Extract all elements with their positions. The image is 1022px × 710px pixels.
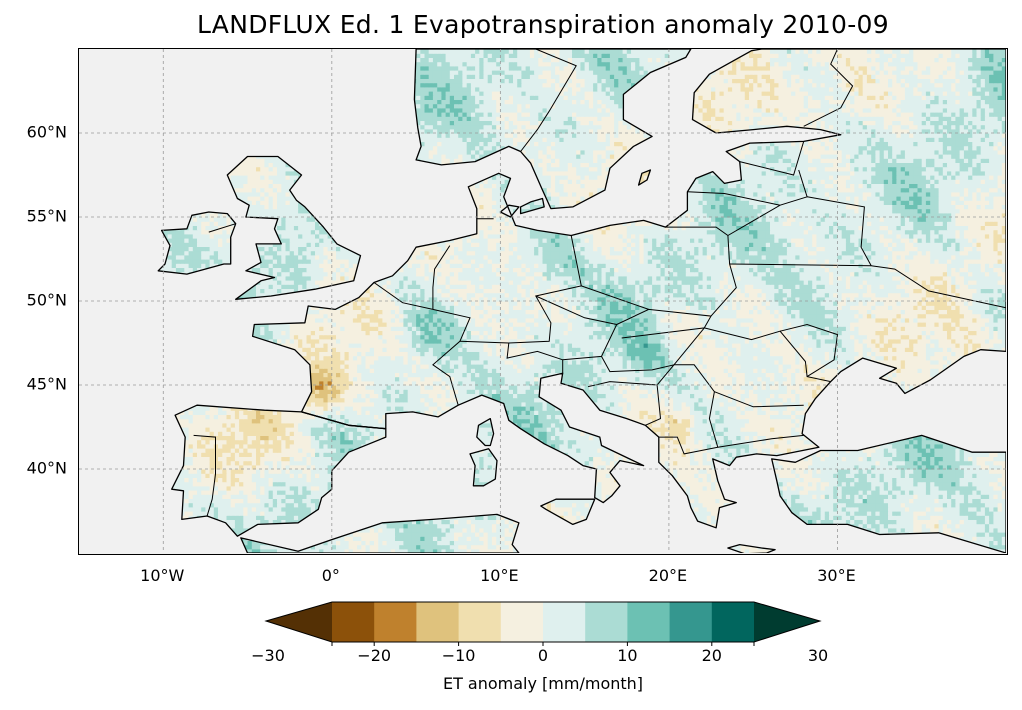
country-border bbox=[301, 411, 386, 430]
coastline-corsica bbox=[476, 417, 495, 447]
colorbar-segment bbox=[332, 602, 375, 642]
map-panel bbox=[78, 48, 1008, 555]
country-border bbox=[656, 364, 719, 455]
colorbar-label: ET anomaly [mm/month] bbox=[443, 674, 643, 693]
colorbar-tick-label: −20 bbox=[357, 646, 391, 665]
country-border bbox=[729, 263, 1006, 309]
map-canvas bbox=[79, 49, 1006, 553]
colorbar-segment bbox=[585, 602, 628, 642]
colorbar-segment bbox=[669, 602, 713, 642]
country-border bbox=[717, 434, 804, 448]
colorbar-tick-label: 20 bbox=[702, 646, 722, 665]
latitude-label: 50°N bbox=[27, 291, 67, 310]
colorbar bbox=[264, 601, 822, 646]
country-border bbox=[665, 226, 737, 317]
country-border bbox=[581, 285, 649, 310]
country-border bbox=[779, 323, 839, 378]
colorbar-tick-label: 0 bbox=[538, 646, 548, 665]
country-border bbox=[520, 49, 577, 152]
colorbar-segment bbox=[374, 602, 417, 642]
country-border bbox=[506, 295, 618, 361]
colorbar-segment bbox=[500, 602, 544, 642]
latitude-label: 55°N bbox=[27, 207, 67, 226]
coastline-baltic_isl bbox=[637, 169, 652, 186]
colorbar-tick-label: 30 bbox=[808, 646, 828, 665]
colorbar-segment bbox=[416, 602, 460, 642]
coastline-sardinia bbox=[469, 448, 498, 487]
colorbar-tick-label: 10 bbox=[617, 646, 637, 665]
country-border bbox=[208, 223, 236, 233]
latitude-label: 60°N bbox=[27, 123, 67, 142]
latitude-label: 40°N bbox=[27, 459, 67, 478]
coastline-mainland bbox=[251, 49, 1006, 529]
coastline-sicily bbox=[540, 498, 596, 526]
longitude-label: 30°E bbox=[817, 566, 855, 585]
country-border bbox=[687, 191, 781, 206]
country-border bbox=[807, 196, 872, 266]
country-border bbox=[803, 49, 854, 127]
colorbar-tick-label: −30 bbox=[251, 646, 285, 665]
colorbar-segment bbox=[458, 602, 502, 642]
coastline-scandinavia bbox=[413, 49, 692, 210]
colorbar-segment bbox=[543, 602, 586, 642]
longitude-label: 20°E bbox=[649, 566, 687, 585]
longitude-label: 10°W bbox=[140, 566, 184, 585]
country-border bbox=[704, 327, 831, 383]
colorbar-segment bbox=[711, 602, 755, 642]
coastline-ireland bbox=[157, 211, 237, 275]
country-border bbox=[739, 141, 805, 176]
colorbar-tick-label: −10 bbox=[442, 646, 476, 665]
country-border bbox=[601, 327, 705, 373]
country-border bbox=[727, 169, 808, 236]
colorbar-segment bbox=[627, 602, 671, 642]
latitude-label: 45°N bbox=[27, 375, 67, 394]
country-border bbox=[373, 282, 471, 406]
colorbar-extend-high bbox=[754, 602, 820, 642]
coastline-turkey bbox=[771, 434, 1006, 553]
country-border bbox=[432, 245, 451, 310]
coastlines bbox=[157, 49, 1006, 553]
country-border bbox=[714, 391, 804, 408]
gridlines bbox=[79, 49, 1006, 553]
longitude-label: 0° bbox=[322, 566, 340, 585]
coastline-denmark_is bbox=[499, 204, 520, 218]
longitude-label: 10°E bbox=[480, 566, 518, 585]
coastline-crete bbox=[727, 543, 776, 553]
coastline-zealand bbox=[519, 197, 545, 215]
coastline-africa bbox=[240, 513, 520, 553]
country-border bbox=[193, 434, 216, 517]
coastline-britain bbox=[226, 155, 362, 300]
colorbar-extend-low bbox=[266, 602, 332, 642]
map-title: LANDFLUX Ed. 1 Evapotranspiration anomal… bbox=[0, 10, 1022, 39]
